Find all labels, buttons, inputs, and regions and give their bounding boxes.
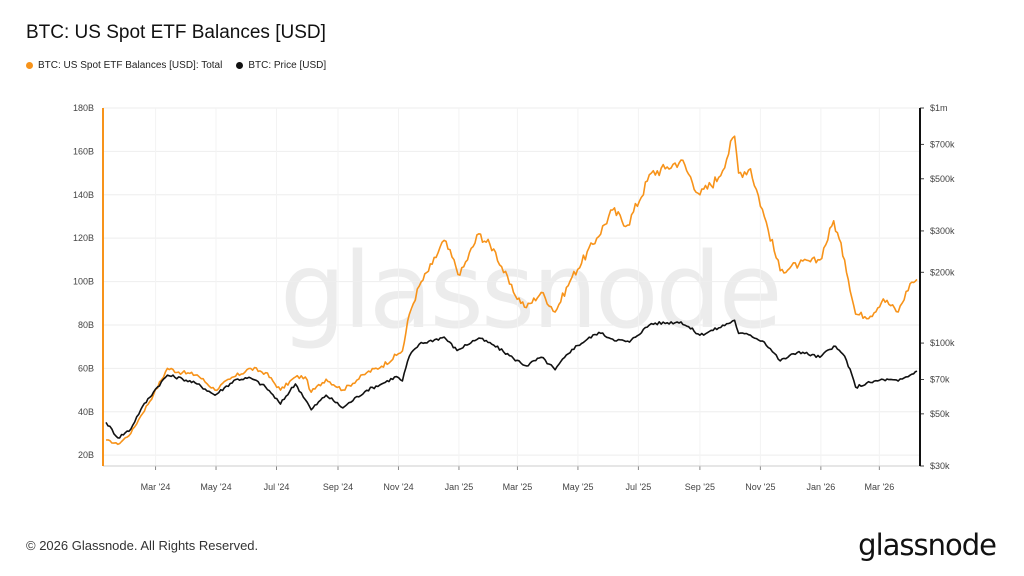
x-tick-label: Jul '25 <box>626 482 652 492</box>
x-tick-label: Mar '26 <box>864 482 894 492</box>
x-tick-label: Jan '25 <box>445 482 474 492</box>
y-left-tick-label: 120B <box>73 233 94 243</box>
y-left-tick-label: 20B <box>78 450 94 460</box>
y-left-tick-label: 140B <box>73 190 94 200</box>
legend-label-etf-balances: BTC: US Spot ETF Balances [USD]: Total <box>38 60 223 71</box>
y-right-tick-label: $1m <box>930 103 948 113</box>
x-tick-label: Sep '25 <box>685 482 715 492</box>
legend-item-etf-balances[interactable]: BTC: US Spot ETF Balances [USD]: Total <box>26 60 222 71</box>
y-right-tick-label: $30k <box>930 461 950 471</box>
copyright-footer: © 2026 Glassnode. All Rights Reserved. <box>26 538 259 553</box>
legend-label-btc-price: BTC: Price [USD] <box>248 60 327 71</box>
chart-title: BTC: US Spot ETF Balances [USD] <box>26 22 326 43</box>
y-right-tick-label: $300k <box>930 226 955 236</box>
x-tick-label: May '25 <box>562 482 593 492</box>
y-left-tick-label: 80B <box>78 320 94 330</box>
y-left-tick-label: 60B <box>78 363 94 373</box>
series-line-etf-balances <box>105 135 918 446</box>
x-tick-label: Nov '24 <box>383 482 413 492</box>
y-right-tick-label: $100k <box>930 338 955 348</box>
y-left-tick-label: 180B <box>73 103 94 113</box>
x-tick-label: Mar '25 <box>503 482 533 492</box>
x-tick-label: Sep '24 <box>323 482 353 492</box>
x-tick-label: Mar '24 <box>141 482 171 492</box>
x-tick-label: Nov '25 <box>745 482 775 492</box>
x-tick-label: Jan '26 <box>806 482 835 492</box>
y-left-tick-label: 100B <box>73 277 94 287</box>
glassnode-logo: glassnode <box>858 528 997 562</box>
x-tick-label: Jul '24 <box>264 482 290 492</box>
chart-legend: BTC: US Spot ETF Balances [USD]: Total B… <box>26 60 326 71</box>
legend-swatch-orange <box>26 62 33 69</box>
x-tick-label: May '24 <box>200 482 231 492</box>
y-left-tick-label: 40B <box>78 407 94 417</box>
y-right-tick-label: $500k <box>930 174 955 184</box>
y-right-tick-label: $200k <box>930 267 955 277</box>
legend-swatch-black <box>236 62 244 69</box>
legend-item-btc-price[interactable]: BTC: Price [USD] <box>236 60 326 71</box>
y-left-tick-label: 160B <box>73 146 94 156</box>
series-line-btc-price <box>105 319 918 439</box>
y-right-tick-label: $70k <box>930 374 950 384</box>
y-right-tick-label: $50k <box>930 409 950 419</box>
y-right-tick-label: $700k <box>930 139 955 149</box>
